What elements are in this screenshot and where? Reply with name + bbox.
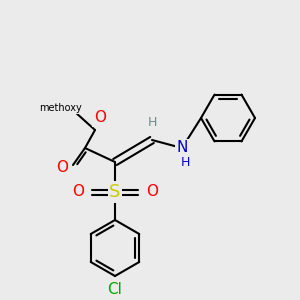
Text: O: O — [146, 184, 158, 200]
Text: Cl: Cl — [108, 283, 122, 298]
Text: O: O — [94, 110, 106, 125]
Text: O: O — [56, 160, 68, 175]
Text: N: N — [176, 140, 188, 155]
Text: methoxy: methoxy — [39, 103, 81, 113]
Text: H: H — [180, 155, 190, 169]
Text: O: O — [72, 184, 84, 200]
Text: H: H — [147, 116, 157, 128]
Text: S: S — [109, 183, 121, 201]
